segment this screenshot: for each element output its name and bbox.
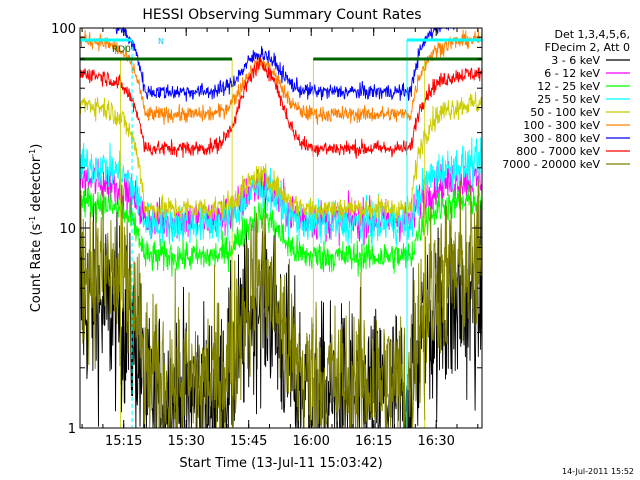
series-line-3 <box>79 184 483 277</box>
x-tick-label: 15:45 <box>230 434 267 449</box>
y-tick-label: 1 <box>68 422 76 437</box>
legend-entry-label: 50 - 100 keV <box>530 106 600 119</box>
legend-entry-label: 300 - 800 keV <box>523 132 600 145</box>
x-tick-label: 16:15 <box>355 434 392 449</box>
timestamp: 14-Jul-2011 15:52 <box>562 467 634 476</box>
series-line-1 <box>79 182 483 429</box>
rd0-label: RD0 <box>112 45 131 55</box>
legend-header-line: Det 1,3,4,5,6, <box>554 28 630 41</box>
x-tick-label: 15:30 <box>167 434 204 449</box>
y-tick-label: 10 <box>59 222 76 237</box>
n-label: N <box>158 37 164 46</box>
axis-layer: 15:15 15:30 15:45 16:00 16:15 16:30 1 10 100 <box>51 22 482 449</box>
x-tick-label: 15:15 <box>105 434 142 449</box>
y-axis-label: Count Rate (s-1 detector-1) <box>28 144 44 313</box>
series-layer <box>79 26 483 430</box>
series-line-6 <box>79 29 483 125</box>
x-tick-label: 16:30 <box>417 434 454 449</box>
legend-entry-label: 3 - 6 keV <box>551 54 600 67</box>
legend-entry-label: 6 - 12 keV <box>544 67 600 80</box>
legend-entry-label: 12 - 25 keV <box>537 80 600 93</box>
y-tick-label: 100 <box>51 22 76 37</box>
series-line-5 <box>79 91 483 226</box>
x-tick-label: 16:00 <box>292 434 329 449</box>
legend-entry-label: 800 - 7000 keV <box>516 145 600 158</box>
legend-entry-label: 100 - 300 keV <box>523 119 600 132</box>
legend-entry-label: 7000 - 20000 keV <box>502 158 600 171</box>
series-line-8 <box>79 57 483 159</box>
x-axis-label: Start Time (13-Jul-11 15:03:42) <box>179 456 382 471</box>
legend: Det 1,3,4,5,6,FDecim 2, Att 03 - 6 keV6 … <box>502 28 630 171</box>
legend-entry-label: 25 - 50 keV <box>537 93 600 106</box>
chart-title: HESSI Observing Summary Count Rates <box>142 7 421 23</box>
legend-header-line: FDecim 2, Att 0 <box>545 41 630 54</box>
series-line-9 <box>79 179 483 430</box>
series-line-4 <box>79 137 483 247</box>
